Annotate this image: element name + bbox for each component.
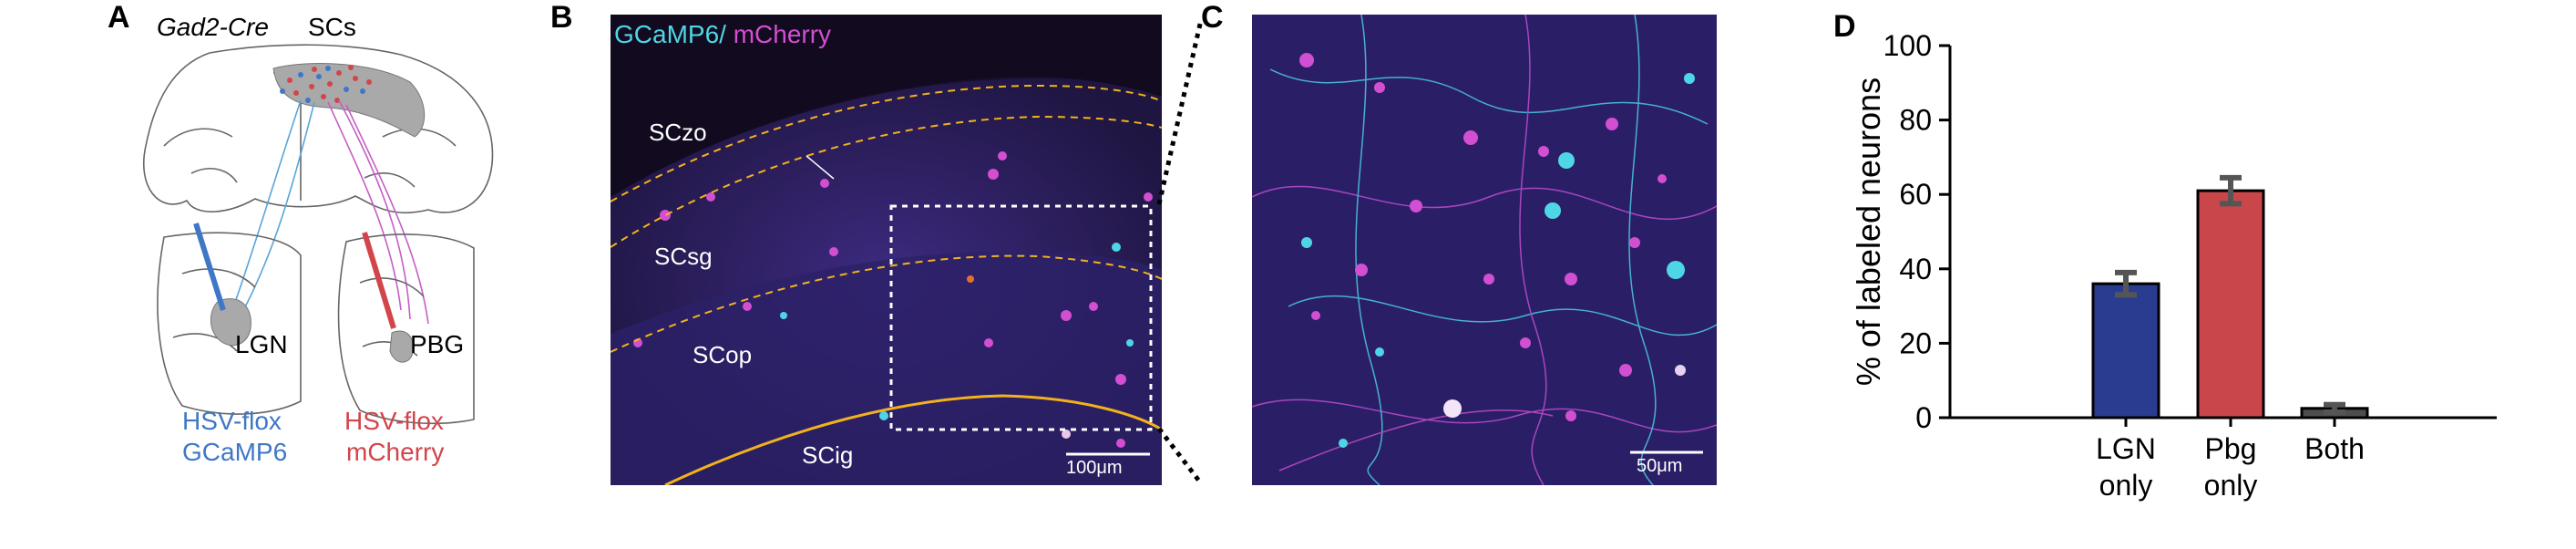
x-tick-label: only [2099, 469, 2153, 502]
scale-label-b: 100μm [1066, 458, 1123, 478]
panel-c-label: C [1201, 0, 1224, 35]
boundary-op [611, 254, 1162, 353]
panel-a: A Gad2-Cre SCs [0, 0, 510, 549]
y-tick-label: 40 [1899, 253, 1932, 285]
boundary-sg [611, 115, 1162, 248]
virus-right-line1: HSV-flox [344, 407, 444, 435]
y-axis-label: % of labeled neurons [1850, 78, 1887, 386]
panel-d-label: D [1833, 9, 1856, 44]
layer-scig-label: SCig [802, 441, 854, 469]
y-tick-label: 80 [1899, 104, 1932, 137]
bar [2091, 282, 2160, 420]
virus-left-line1: HSV-flox [182, 407, 282, 435]
layer-scz-label: SCzo [649, 119, 707, 146]
stain-gcamp: GCaMP6/ [614, 20, 726, 48]
bar [2196, 189, 2265, 420]
projection-lines [231, 99, 429, 325]
x-tick-label: LGN [2096, 432, 2156, 465]
pbg-needle [362, 232, 396, 329]
mouse-line-label: Gad2-Cre [157, 13, 269, 41]
sc-region [272, 63, 426, 138]
scs-label: SCs [308, 13, 356, 41]
zoom-box [889, 204, 1153, 431]
lgn-section [157, 232, 302, 415]
lgn-needle [193, 223, 226, 311]
y-tick-label: 0 [1915, 401, 1932, 434]
x-tick-label: Pbg [2205, 432, 2257, 465]
pbg-section [337, 233, 475, 425]
zoom-connectors [1157, 19, 1204, 485]
panel-a-label: A [108, 0, 130, 35]
sc-labeled-cells [280, 65, 372, 103]
cell-scatter-c [1299, 53, 1695, 448]
pbg-label: PBG [410, 330, 465, 358]
stain-mcherry: mCherry [725, 20, 832, 48]
layer-scop-label: SCop [693, 341, 753, 368]
virus-left-line2: GCaMP6 [182, 438, 288, 466]
brain-schematic [143, 44, 494, 425]
layer-scsg-label: SCsg [654, 243, 713, 270]
y-tick-label: 60 [1899, 178, 1932, 211]
y-tick-label: 20 [1899, 326, 1932, 359]
micrograph-c: 50μm [1252, 15, 1717, 485]
virus-right-line2: mCherry [346, 438, 445, 466]
x-tick-label: Both [2304, 432, 2365, 465]
scale-label-c: 50μm [1637, 456, 1683, 476]
panel-c: C [1194, 0, 1722, 549]
pbg-region [389, 330, 414, 363]
panel-b-label: B [550, 0, 573, 35]
micrograph-b: GCaMP6/ mCherry SCzo SCsg SCop SCig 100μ… [611, 15, 1162, 485]
x-tick-label: only [2204, 469, 2258, 502]
stain-label: GCaMP6/ mCherry [614, 20, 831, 49]
panel-b: B [547, 0, 1204, 549]
y-tick-label: 100 [1883, 29, 1932, 62]
lgn-label: LGN [235, 330, 288, 358]
panel-d: D 0 20 40 60 80 100 % of labeled neurons LGN on… [1731, 0, 2576, 549]
boundary-ig [664, 394, 1162, 485]
bar-chart: 0 20 40 60 80 100 % of labeled neurons LGN only… [1850, 29, 2497, 502]
cell-scatter-b [633, 151, 1153, 448]
